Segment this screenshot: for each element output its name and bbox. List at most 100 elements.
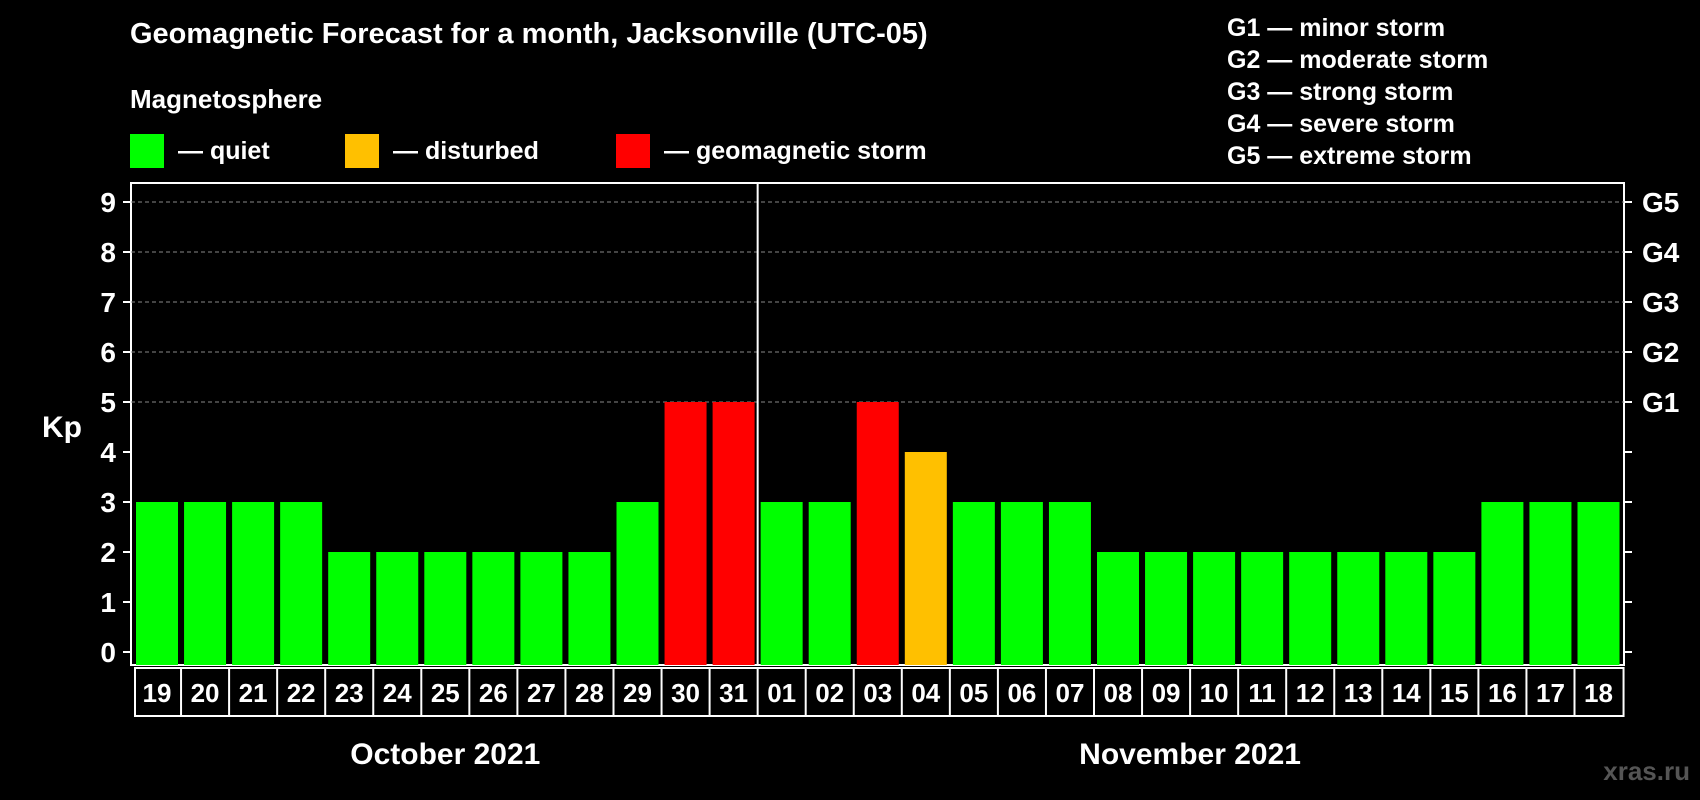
bar-18 bbox=[1577, 502, 1620, 665]
bar-25 bbox=[424, 552, 467, 665]
bar-22 bbox=[280, 502, 323, 665]
legend-item-disturbed: — disturbed bbox=[345, 134, 539, 168]
bar-13 bbox=[1337, 552, 1380, 665]
bar-19 bbox=[136, 502, 178, 665]
legend-item-storm: — geomagnetic storm bbox=[616, 134, 927, 168]
x-tick-label: 09 bbox=[1152, 678, 1181, 708]
x-tick-label: 13 bbox=[1344, 678, 1373, 708]
storm-scale-g3: G3 — strong storm bbox=[1227, 78, 1454, 106]
y-tick-label: 6 bbox=[100, 337, 116, 368]
x-tick-label: 05 bbox=[959, 678, 988, 708]
month-label: October 2021 bbox=[350, 738, 540, 771]
bar-27 bbox=[520, 552, 563, 665]
x-tick-label: 07 bbox=[1055, 678, 1084, 708]
storm-scale-g1: G1 — minor storm bbox=[1227, 14, 1446, 42]
legend-swatch-storm bbox=[616, 134, 650, 168]
bar-07 bbox=[1048, 502, 1091, 665]
month-label: November 2021 bbox=[1079, 738, 1301, 771]
y-axis-label: Kp bbox=[42, 411, 82, 444]
x-tick-label: 24 bbox=[383, 678, 412, 708]
y-tick-label: 1 bbox=[100, 587, 116, 618]
x-tick-label: 04 bbox=[911, 678, 940, 708]
bar-09 bbox=[1145, 552, 1188, 665]
x-tick-label: 30 bbox=[671, 678, 700, 708]
right-tick-label-g4: G4 bbox=[1642, 237, 1680, 268]
x-tick-label: 06 bbox=[1007, 678, 1036, 708]
bar-08 bbox=[1097, 552, 1139, 665]
right-tick-label-g5: G5 bbox=[1642, 187, 1679, 218]
x-tick-label: 26 bbox=[479, 678, 508, 708]
x-tick-label: 23 bbox=[335, 678, 364, 708]
x-tick-label: 14 bbox=[1392, 678, 1421, 708]
legend-heading: Magnetosphere bbox=[130, 84, 323, 114]
bar-12 bbox=[1289, 552, 1332, 665]
legend-label-storm: — geomagnetic storm bbox=[664, 136, 927, 165]
bar-20 bbox=[184, 502, 227, 665]
x-tick-label: 10 bbox=[1200, 678, 1229, 708]
x-tick-label: 03 bbox=[863, 678, 892, 708]
x-tick-label: 15 bbox=[1440, 678, 1469, 708]
bar-06 bbox=[1000, 502, 1043, 665]
bar-21 bbox=[232, 502, 275, 665]
bar-05 bbox=[952, 502, 995, 665]
y-tick-label: 5 bbox=[100, 387, 116, 418]
bar-15 bbox=[1433, 552, 1476, 665]
watermark: xras.ru bbox=[1603, 756, 1690, 786]
chart-title: Geomagnetic Forecast for a month, Jackso… bbox=[130, 18, 928, 50]
legend-label-quiet: — quiet bbox=[178, 136, 270, 165]
bar-16 bbox=[1481, 502, 1524, 665]
y-tick-label: 3 bbox=[100, 487, 116, 518]
right-tick-label-g3: G3 bbox=[1642, 287, 1679, 318]
x-tick-label: 29 bbox=[623, 678, 652, 708]
x-tick-label: 12 bbox=[1296, 678, 1325, 708]
storm-scale-g2: G2 — moderate storm bbox=[1227, 46, 1489, 74]
storm-scale-g4: G4 — severe storm bbox=[1227, 110, 1455, 138]
bar-04 bbox=[904, 452, 947, 665]
date-row bbox=[134, 667, 1625, 717]
y-tick-label: 0 bbox=[100, 637, 116, 668]
legend-label-disturbed: — disturbed bbox=[393, 136, 539, 165]
y-tick-label: 2 bbox=[100, 537, 116, 568]
legend-swatch-quiet bbox=[130, 134, 164, 168]
x-tick-label: 22 bbox=[287, 678, 316, 708]
bar-31 bbox=[712, 402, 755, 665]
storm-scale-legend: G1 — minor storm G2 — moderate storm G3 … bbox=[1227, 12, 1488, 172]
x-tick-label: 02 bbox=[815, 678, 844, 708]
bar-24 bbox=[376, 552, 419, 665]
bar-14 bbox=[1385, 552, 1428, 665]
x-tick-label: 20 bbox=[191, 678, 220, 708]
x-tick-label: 18 bbox=[1584, 678, 1613, 708]
y-tick-label: 9 bbox=[100, 187, 116, 218]
x-tick-label: 21 bbox=[239, 678, 268, 708]
x-tick-label: 01 bbox=[767, 678, 796, 708]
y-tick-label: 8 bbox=[100, 237, 116, 268]
x-tick-label: 19 bbox=[143, 678, 172, 708]
legend-swatch-disturbed bbox=[345, 134, 379, 168]
bar-29 bbox=[616, 502, 659, 665]
x-tick-label: 28 bbox=[575, 678, 604, 708]
bar-23 bbox=[328, 552, 371, 665]
right-tick-label-g1: G1 bbox=[1642, 387, 1679, 418]
bar-03 bbox=[856, 402, 899, 665]
bar-30 bbox=[664, 402, 707, 665]
right-tick-label-g2: G2 bbox=[1642, 337, 1679, 368]
x-tick-label: 16 bbox=[1488, 678, 1517, 708]
bar-02 bbox=[808, 502, 851, 665]
x-tick-label: 11 bbox=[1248, 678, 1276, 708]
y-tick-label: 7 bbox=[100, 287, 116, 318]
bar-17 bbox=[1529, 502, 1572, 665]
x-tick-label: 25 bbox=[431, 678, 460, 708]
bar-11 bbox=[1241, 552, 1284, 665]
x-tick-label: 31 bbox=[719, 678, 748, 708]
storm-scale-g5: G5 — extreme storm bbox=[1227, 142, 1472, 170]
x-tick-label: 27 bbox=[527, 678, 556, 708]
bar-26 bbox=[472, 552, 515, 665]
legend-item-quiet: — quiet bbox=[130, 134, 270, 168]
bar-01 bbox=[760, 502, 803, 665]
bar-28 bbox=[568, 552, 611, 665]
x-tick-label: 17 bbox=[1536, 678, 1565, 708]
y-tick-label: 4 bbox=[100, 437, 116, 468]
x-tick-label: 08 bbox=[1104, 678, 1133, 708]
bar-10 bbox=[1193, 552, 1236, 665]
